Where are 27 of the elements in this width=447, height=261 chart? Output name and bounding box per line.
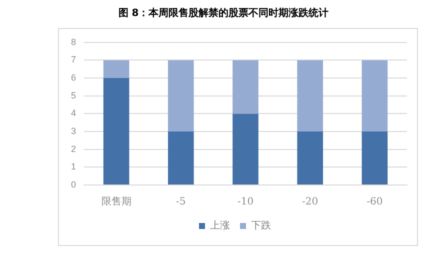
x-tick-label: -10 [237,196,254,208]
y-tick-label: 2 [70,144,76,154]
y-tick-label: 0 [70,179,76,190]
x-tick-label: -60 [366,196,383,208]
bar [168,132,194,184]
bar [103,60,130,78]
chart-title: 图 8：本周限售股解禁的股票不同时期涨跌统计 [117,6,330,20]
bar [168,60,194,132]
y-tick-label: 6 [70,72,76,83]
bar [297,60,324,132]
y-tick-label: 4 [70,108,76,118]
bar [362,60,388,132]
bar [232,114,258,184]
x-tick-label: -5 [176,196,186,208]
legend-label: 上涨 [210,220,230,232]
x-tick-label: -20 [302,196,318,208]
x-tick-label: 限售期 [101,196,132,208]
legend-label: 下跌 [251,220,271,232]
bar [362,132,388,184]
bar [297,132,324,184]
y-tick-label: 7 [70,54,76,65]
y-tick-label: 1 [70,162,76,172]
y-tick-label: 3 [70,126,76,136]
bar [103,78,130,184]
y-tick-label: 5 [70,90,76,100]
bar [232,60,258,114]
y-tick-label: 8 [70,36,76,47]
